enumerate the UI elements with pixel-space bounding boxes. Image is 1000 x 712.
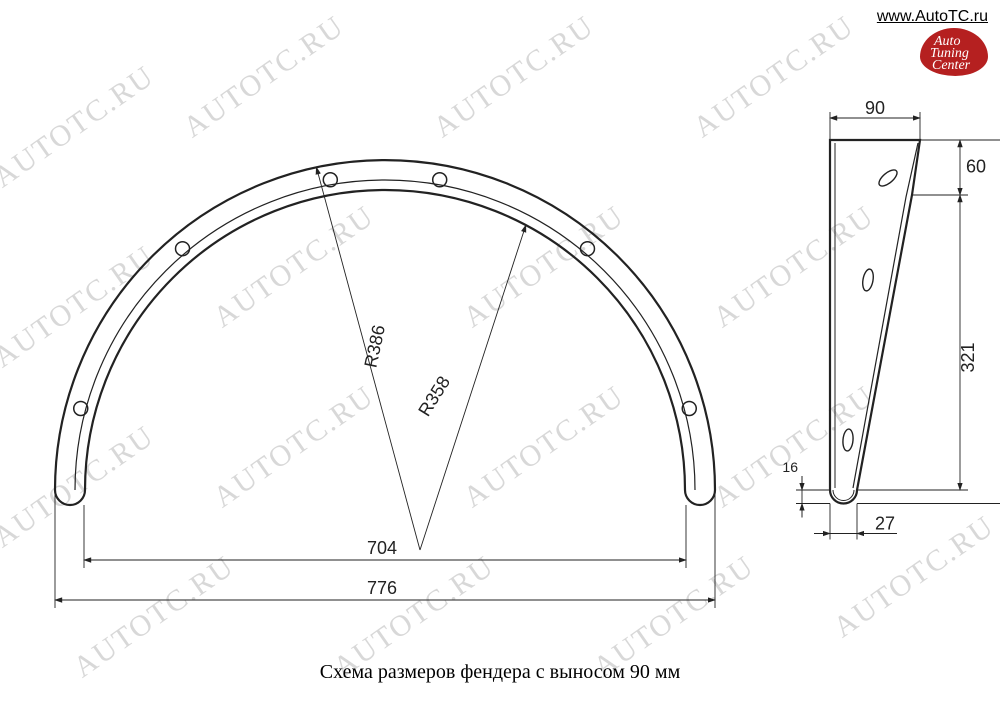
mounting-hole [176,242,190,256]
dim-704: 704 [367,538,397,558]
dim-16: 16 [782,459,798,475]
dim-776: 776 [367,578,397,598]
caption: Схема размеров фендера с выносом 90 мм [0,661,1000,684]
mounting-slot [842,429,854,452]
mounting-slot [861,268,875,291]
technical-drawing: R358R386704776 90603213841627 [0,0,1000,712]
label-r358: R358 [414,373,454,420]
label-r386: R386 [361,323,390,369]
dim-27: 27 [875,514,895,534]
dim-90: 90 [865,98,885,118]
front-view: R358 R386 704 776 [55,160,715,608]
mounting-hole [580,242,594,256]
dim-321: 321 [958,342,978,372]
mounting-slot [876,167,899,189]
side-view: 90603213841627 [782,98,1000,540]
dim-60: 60 [966,157,986,177]
